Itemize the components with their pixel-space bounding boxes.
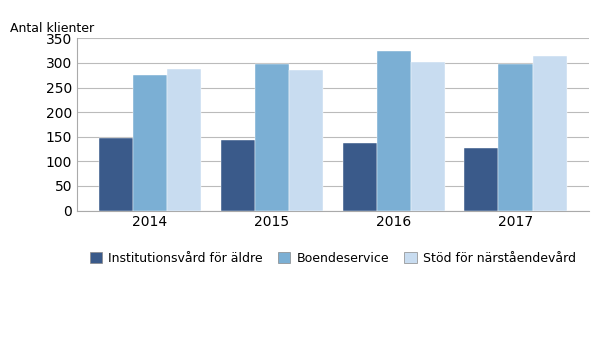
Bar xyxy=(99,138,133,210)
Bar xyxy=(255,64,289,210)
Y-axis label: Antal klienter: Antal klienter xyxy=(10,22,95,35)
Bar xyxy=(220,140,255,210)
Bar xyxy=(133,75,167,210)
Legend: Institutionsvård för äldre, Boendeservice, Stöd för närståendevård: Institutionsvård för äldre, Boendeservic… xyxy=(85,247,581,270)
Bar xyxy=(464,148,499,210)
Bar xyxy=(499,64,532,210)
Bar xyxy=(532,56,567,210)
Bar xyxy=(411,62,445,210)
Bar xyxy=(289,70,323,210)
Bar xyxy=(343,143,376,210)
Bar xyxy=(376,51,411,210)
Bar xyxy=(167,69,201,210)
